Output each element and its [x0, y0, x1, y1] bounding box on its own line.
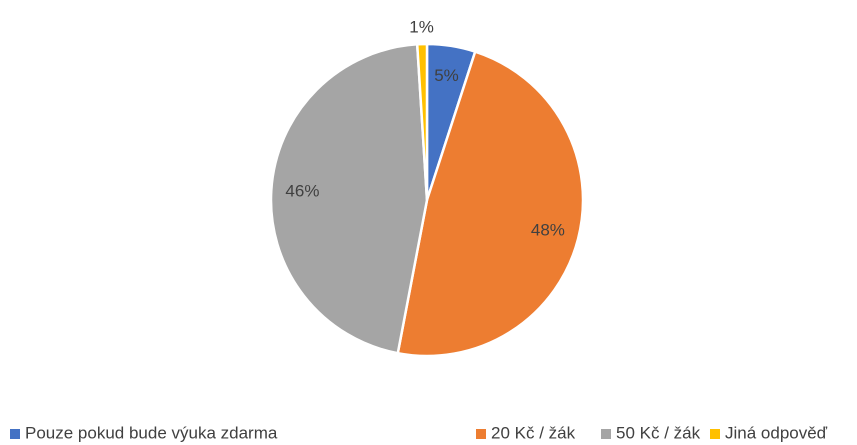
legend-marker [476, 429, 486, 439]
legend-marker [10, 429, 20, 439]
pie-slice [396, 50, 585, 358]
pie-slice [415, 42, 429, 201]
legend-label: 20 Kč / žák [491, 423, 576, 442]
legend-label: 50 Kč / žák [616, 423, 701, 442]
data-label: 5% [434, 66, 459, 85]
legend-marker [601, 429, 611, 439]
data-label: 1% [409, 18, 434, 37]
legend-marker [710, 429, 720, 439]
data-label: 46% [285, 182, 319, 201]
data-label: 48% [531, 221, 565, 240]
legend-label: Jiná odpověď [725, 423, 828, 442]
legend-label: Pouze pokud bude výuka zdarma [25, 423, 278, 442]
pie-slice [269, 42, 429, 355]
